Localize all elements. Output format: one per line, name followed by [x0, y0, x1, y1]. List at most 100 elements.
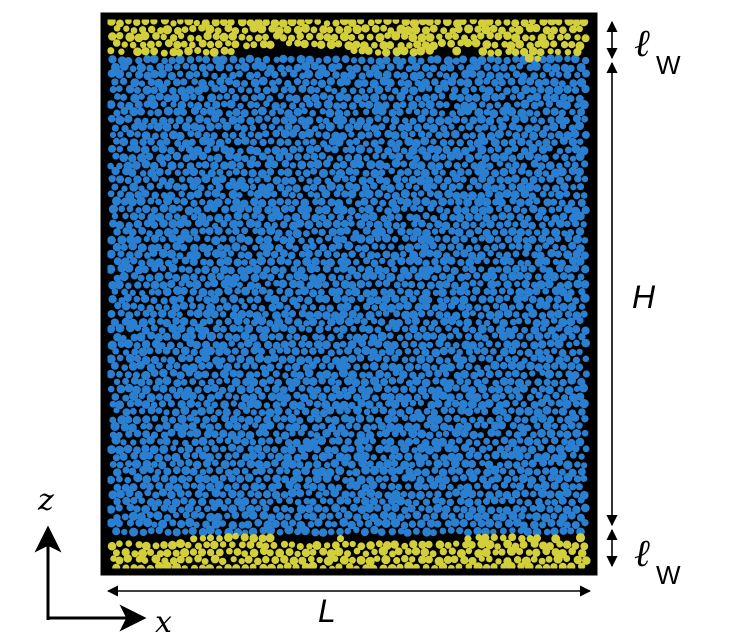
bulk-region-particle [304, 443, 314, 453]
bulk-region-particle [462, 325, 470, 333]
bulk-region-particle [399, 429, 407, 437]
bulk-region-particle [459, 473, 468, 482]
bulk-region-particle [547, 415, 555, 424]
bulk-region-particle [114, 93, 121, 100]
bulk-region-particle [285, 377, 294, 386]
bottom-wall-particle [266, 549, 274, 557]
bulk-region-particle [547, 132, 555, 140]
bulk-region-particle [343, 226, 351, 235]
bulk-region-particle [427, 55, 435, 64]
bulk-region-particle [107, 235, 116, 245]
bulk-region-particle [170, 101, 177, 108]
bulk-region-particle [125, 488, 134, 498]
top-wall-particle [257, 24, 267, 34]
bulk-region-particle [561, 230, 568, 237]
bulk-region-particle [469, 116, 478, 125]
bulk-region-particle [271, 459, 279, 467]
bulk-region-particle [406, 213, 414, 221]
bulk-region-particle [395, 393, 405, 403]
bulk-region-particle [346, 64, 354, 72]
bulk-region-particle [560, 423, 568, 431]
top-wall-particle [287, 17, 297, 27]
bulk-region-particle [199, 198, 206, 206]
bulk-region-particle [338, 263, 349, 273]
bulk-region-particle [258, 305, 266, 312]
bulk-region-particle [426, 116, 435, 124]
bulk-region-particle [407, 55, 417, 65]
bulk-region-particle [236, 220, 244, 228]
bottom-wall-particle [465, 563, 473, 570]
bulk-region-particle [540, 318, 550, 328]
bulk-region-particle [278, 279, 288, 289]
bulk-region-particle [373, 518, 383, 527]
bulk-region-particle [465, 244, 473, 252]
bulk-region-particle [114, 301, 122, 310]
bulk-region-particle [126, 145, 134, 153]
bulk-region-particle [395, 496, 406, 506]
bulk-region-particle [466, 139, 474, 147]
top-wall-particle [133, 47, 142, 57]
bulk-region-particle [409, 399, 417, 407]
bottom-wall-particle [393, 556, 401, 565]
bulk-region-particle [473, 332, 483, 341]
bulk-region-particle [456, 527, 464, 535]
bulk-region-particle [163, 467, 172, 476]
bulk-region-particle [194, 219, 203, 228]
bulk-region-particle [403, 528, 412, 537]
bulk-region-particle [529, 490, 537, 498]
bulk-region-particle [300, 334, 308, 342]
bulk-region-particle [323, 250, 332, 259]
bulk-region-particle [177, 475, 187, 484]
bulk-region-particle [154, 288, 162, 296]
bulk-region-particle [335, 452, 345, 462]
bulk-region-particle [384, 129, 393, 139]
bulk-region-particle [496, 160, 504, 167]
bulk-region-particle [285, 480, 294, 490]
bulk-region-particle [373, 504, 382, 512]
bulk-region-particle [555, 130, 564, 139]
bulk-region-particle [433, 190, 443, 200]
bulk-region-particle [281, 460, 290, 469]
bulk-region-particle [433, 174, 443, 184]
bulk-region-particle [521, 326, 528, 334]
bulk-region-particle [169, 475, 178, 484]
bulk-region-particle [274, 378, 283, 387]
bulk-region-particle [358, 206, 365, 214]
bulk-region-particle [301, 122, 310, 130]
bulk-region-particle [453, 102, 461, 110]
bulk-region-particle [497, 198, 506, 207]
bulk-region-particle [400, 147, 408, 155]
bulk-region-particle [154, 468, 162, 476]
bulk-region-particle [197, 331, 207, 341]
bulk-region-particle [254, 176, 261, 184]
bulk-region-particle [560, 182, 569, 191]
bottom-wall-particle [275, 548, 285, 558]
bulk-region-particle [411, 316, 421, 326]
bottom-wall-thickness-symbol: ℓ [634, 531, 650, 575]
bulk-region-particle [499, 392, 506, 400]
bulk-region-particle [556, 518, 565, 528]
bulk-region-particle [207, 289, 215, 297]
bulk-region-particle [517, 137, 526, 147]
bulk-region-particle [207, 93, 217, 103]
bulk-region-particle [553, 504, 563, 513]
bulk-region-particle [577, 198, 586, 207]
bulk-region-particle [434, 369, 442, 378]
bulk-region-particle [215, 452, 222, 460]
bulk-region-particle [236, 474, 245, 484]
bulk-region-particle [575, 211, 585, 221]
bulk-region-particle [564, 55, 571, 63]
bottom-wall-particle [280, 555, 289, 564]
bulk-region-particle [246, 385, 255, 394]
bulk-region-particle [552, 408, 559, 415]
bulk-region-particle [580, 192, 588, 199]
bulk-region-particle [162, 421, 171, 430]
bulk-region-particle [347, 520, 356, 530]
bulk-region-particle [457, 512, 465, 520]
top-wall-particle [457, 39, 465, 47]
bulk-region-particle [369, 465, 380, 476]
bulk-region-particle [274, 406, 283, 416]
bulk-region-particle [161, 57, 168, 65]
bulk-region-particle [189, 302, 197, 310]
top-wall-particle [334, 40, 343, 48]
